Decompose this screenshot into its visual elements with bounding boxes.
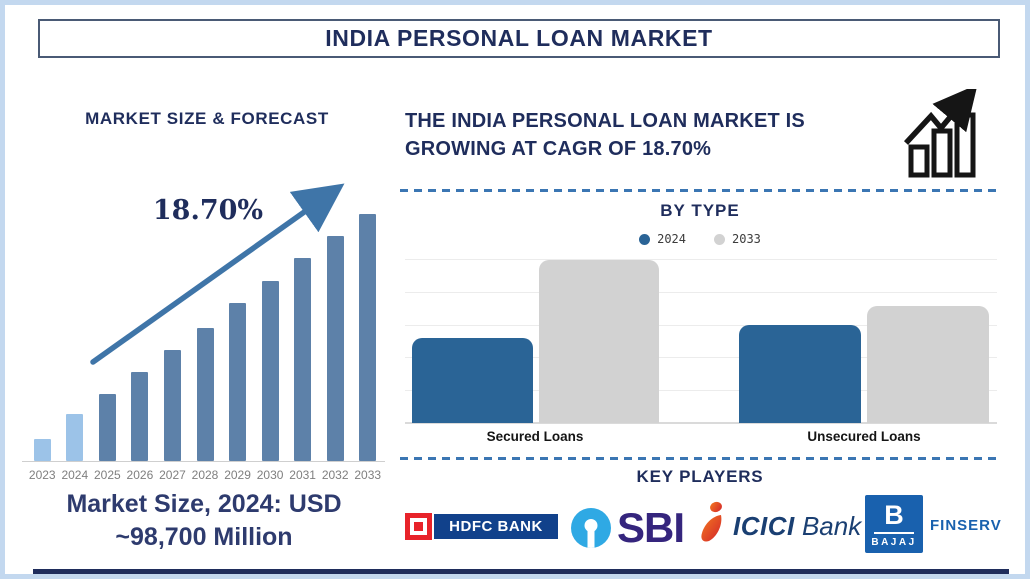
gridline: [405, 259, 997, 260]
forecast-year-label-2028: 2028: [191, 468, 219, 482]
market-size-caption: Market Size, 2024: USD ~98,700 Million: [13, 488, 395, 554]
legend-dot-2033: [714, 233, 725, 245]
forecast-year-label-2030: 2030: [256, 468, 284, 482]
page-title: INDIA PERSONAL LOAN MARKET: [325, 25, 713, 51]
by-type-bar-unsecured-loans-2033: [867, 306, 989, 423]
forecast-bar-column-2027: 2027: [156, 214, 189, 482]
hdfc-icon-inner-white: [410, 518, 427, 535]
sbi-icon-stem: [587, 526, 595, 548]
market-size-caption-line1: Market Size, 2024: USD: [66, 490, 342, 518]
right-headline: THE INDIA PERSONAL LOAN MARKET IS GROWIN…: [405, 107, 885, 163]
sbi-icon: [571, 508, 611, 548]
forecast-bar-2029: [229, 303, 247, 461]
forecast-bar-2032: [326, 236, 344, 461]
forecast-year-label-2026: 2026: [126, 468, 154, 482]
cagr-value-label: 18.70%: [152, 195, 264, 226]
forecast-bar-column-2032: 2032: [319, 214, 352, 482]
by-type-heading: BY TYPE: [660, 201, 740, 220]
market-size-forecast-heading: MARKET SIZE & FORECAST: [85, 109, 329, 128]
by-type-axis-line: [405, 422, 997, 424]
forecast-bar-2030: [261, 281, 279, 461]
right-headline-line2: GROWING AT CAGR OF 18.70%: [405, 138, 712, 160]
by-type-bar-unsecured-loans-2024: [739, 325, 861, 423]
by-type-bar-secured-loans-2024: [412, 338, 533, 423]
legend-item-2024: 2024: [639, 232, 686, 246]
forecast-bar-column-2033: 2033: [351, 214, 384, 482]
forecast-bar-2033: [359, 214, 377, 461]
forecast-bar-column-2023: 2023: [26, 214, 59, 482]
bottom-accent-bar: [33, 569, 1009, 574]
gridline: [405, 357, 997, 358]
market-size-caption-line2: ~98,700 Million: [115, 523, 293, 551]
gridline: [405, 325, 997, 326]
forecast-year-label-2025: 2025: [94, 468, 121, 482]
category-label-unsecured-loans: Unsecured Loans: [807, 429, 921, 444]
bajaj-letter: B: [884, 500, 904, 530]
bajaj-icon: B BAJAJ: [865, 495, 923, 553]
by-type-chart: Secured Loans Unsecured Loans: [405, 255, 997, 444]
forecast-year-label-2023: 2023: [28, 468, 56, 482]
dashed-separator-bottom: [400, 457, 997, 460]
forecast-year-label-2027: 2027: [159, 468, 186, 482]
dashed-separator-top: [400, 189, 997, 192]
forecast-bar-column-2025: 2025: [91, 214, 124, 482]
hdfc-bank-icon: [405, 513, 432, 540]
market-size-forecast-chart: 2023 2024 2025 2026 2027 2028 2029 2030 2031 2032…: [26, 214, 384, 482]
sbi-icon-hole: [584, 519, 598, 532]
forecast-bar-2025: [98, 394, 116, 461]
forecast-bar-column-2028: 2028: [189, 214, 222, 482]
key-players-heading: KEY PLAYERS: [636, 467, 764, 486]
forecast-bar-column-2029: 2029: [221, 214, 254, 482]
gridline: [405, 390, 997, 391]
bajaj-divider-line: [874, 532, 914, 534]
forecast-bar-column-2031: 2031: [286, 214, 319, 482]
forecast-bar-column-2026: 2026: [124, 214, 157, 482]
bar-chart-growth-icon: [903, 89, 978, 178]
forecast-year-label-2024: 2024: [61, 468, 89, 482]
bajaj-finserv-logo: FINSERV: [930, 517, 1002, 534]
forecast-year-label-2031: 2031: [289, 468, 316, 482]
forecast-bar-2027: [163, 350, 181, 461]
title-banner: INDIA PERSONAL LOAN MARKET: [38, 19, 1000, 58]
legend-item-2033: 2033: [714, 232, 761, 246]
forecast-bar-column-2024: 2024: [59, 214, 92, 482]
forecast-year-label-2033: 2033: [354, 468, 382, 482]
bajaj-wordmark: BAJAJ: [871, 537, 917, 548]
category-label-secured-loans: Secured Loans: [486, 429, 584, 444]
hdfc-icon-inner-red: [414, 522, 423, 531]
icici-wordmark-bold: ICICI: [733, 511, 795, 541]
forecast-bar-2024: [66, 414, 84, 461]
legend-label-2024: 2024: [657, 232, 686, 246]
forecast-bar-2023: [33, 439, 51, 461]
icici-bank-logo: ICICI Bank: [733, 511, 861, 542]
legend-label-2033: 2033: [732, 232, 761, 246]
by-type-bar-secured-loans-2033: [539, 260, 659, 423]
sbi-logo: SBI: [617, 504, 685, 551]
forecast-bar-2031: [294, 258, 312, 461]
gridline: [405, 292, 997, 293]
forecast-bar-2026: [131, 372, 149, 461]
icici-wordmark-regular: Bank: [801, 511, 862, 541]
icici-bank-icon: [701, 501, 722, 542]
by-type-legend: 2024 2033: [400, 232, 1000, 246]
forecast-year-label-2029: 2029: [224, 468, 251, 482]
hdfc-bank-logo: HDFC BANK: [434, 514, 558, 539]
forecast-bar-2028: [196, 328, 214, 461]
growth-trend-arrow-icon: [90, 183, 345, 365]
legend-dot-2024: [639, 233, 651, 245]
forecast-axis-line: [22, 461, 385, 462]
forecast-bar-column-2030: 2030: [254, 214, 287, 482]
forecast-year-label-2032: 2032: [321, 468, 349, 482]
right-headline-line1: THE INDIA PERSONAL LOAN MARKET IS: [405, 110, 805, 132]
